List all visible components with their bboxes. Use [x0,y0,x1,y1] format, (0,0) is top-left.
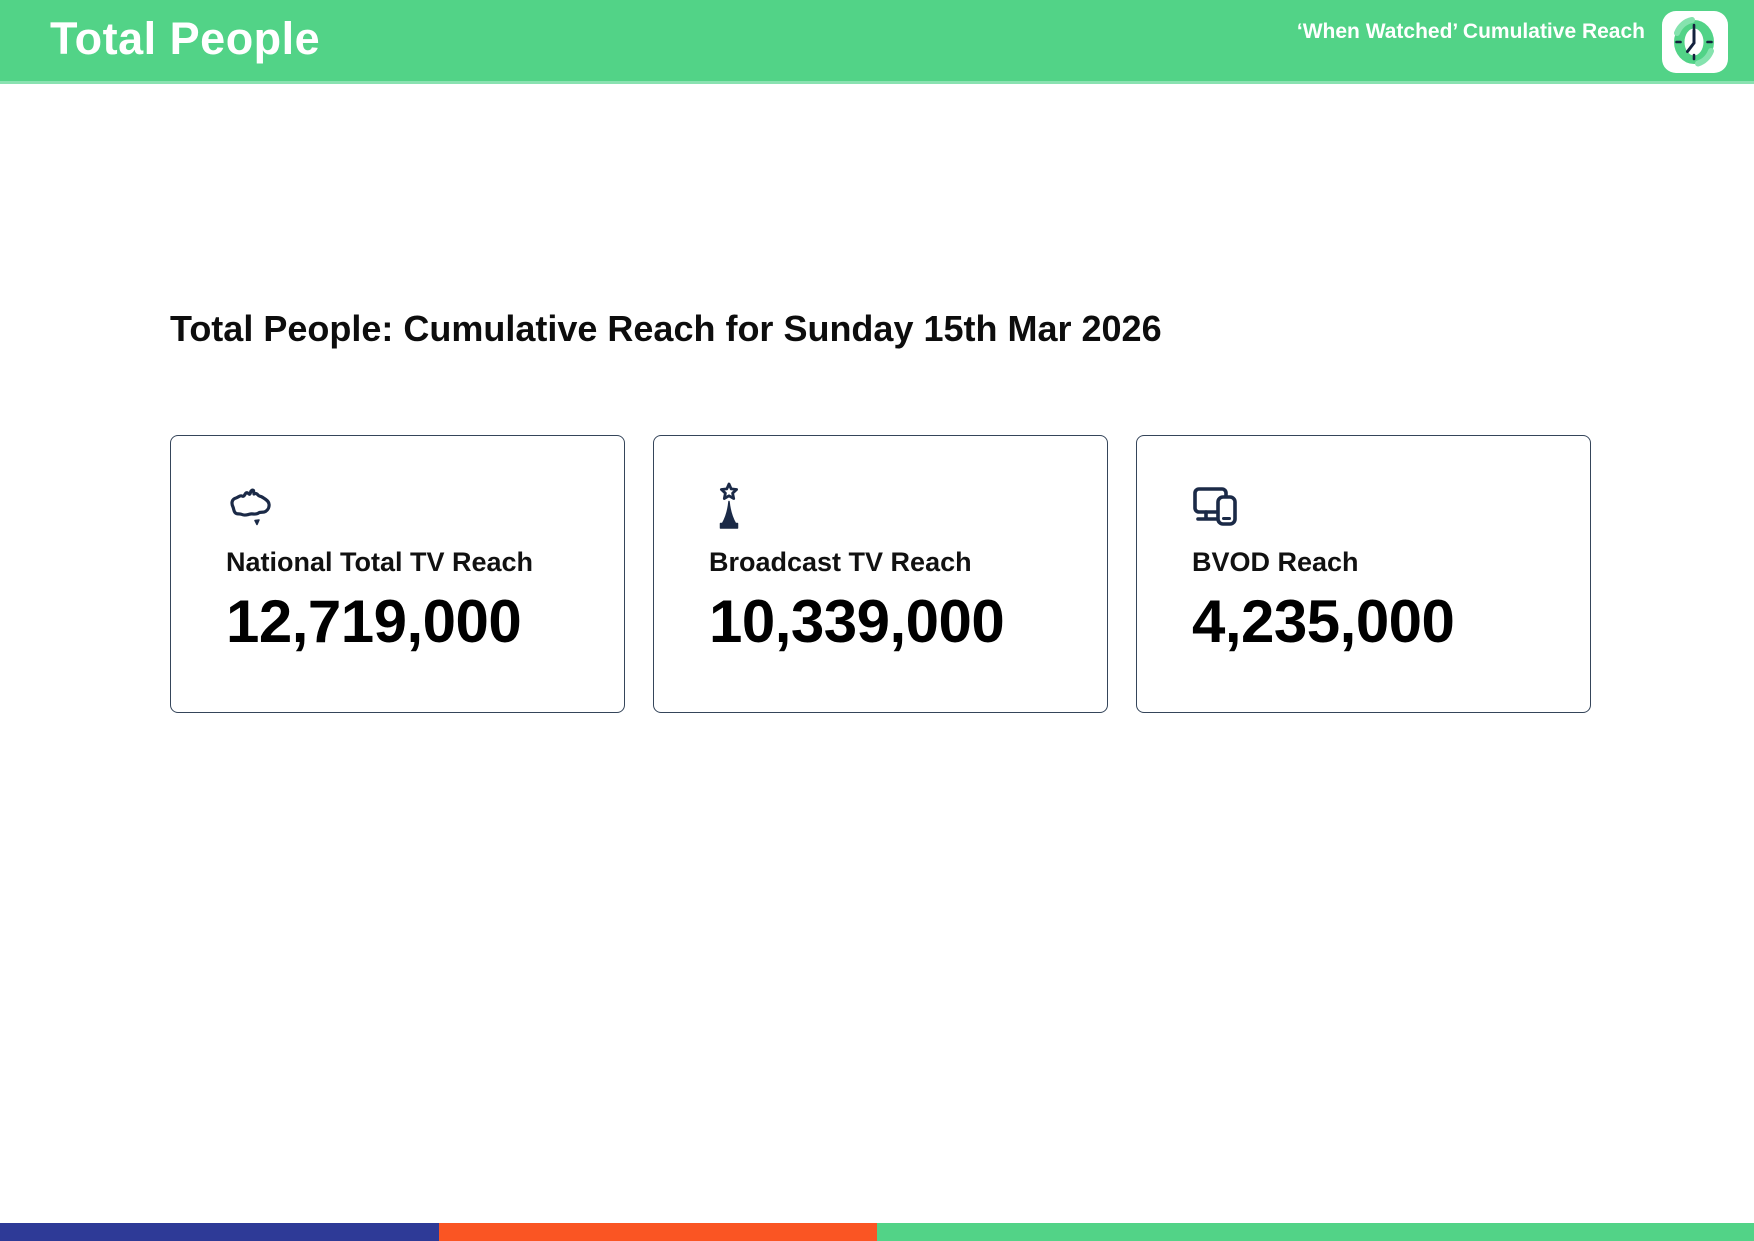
footer-accent-bar [0,1223,1754,1241]
header-right-group: ‘When Watched’ Cumulative Reach [1297,9,1728,73]
clock-app-icon [1662,10,1728,73]
header-bar: Total People ‘When Watched’ Cumulative R… [0,0,1754,84]
page-title: Total People [50,12,321,64]
kpi-label: Broadcast TV Reach [709,547,972,577]
kpi-value: 12,719,000 [226,588,522,655]
clock-icon [1674,16,1714,66]
kpi-label: BVOD Reach [1192,547,1359,577]
footer-segment-orange [438,1223,877,1241]
broadcast-tower-icon [709,482,1087,534]
devices-icon [1192,482,1570,534]
footer-segment-green [877,1223,1754,1241]
section-heading: Total People: Cumulative Reach for Sunda… [170,308,1162,349]
kpi-cards-row: National Total TV Reach 12,719,000 Broad… [170,435,1591,713]
header-subtitle: ‘When Watched’ Cumulative Reach [1296,19,1645,43]
kpi-card-national-total-tv-reach: National Total TV Reach 12,719,000 [170,435,625,713]
australia-map-icon [226,482,604,534]
kpi-card-bvod-reach: BVOD Reach 4,235,000 [1136,435,1591,713]
kpi-card-broadcast-tv-reach: Broadcast TV Reach 10,339,000 [653,435,1108,713]
kpi-value: 10,339,000 [709,588,1005,655]
kpi-value: 4,235,000 [1192,588,1455,655]
kpi-label: National Total TV Reach [226,547,534,577]
footer-segment-blue [0,1223,439,1241]
